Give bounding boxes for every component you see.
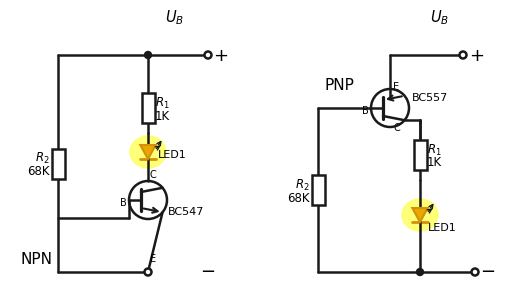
Text: C: C <box>393 123 400 133</box>
Text: 68K: 68K <box>28 165 50 178</box>
Text: NPN: NPN <box>20 252 52 267</box>
Circle shape <box>460 52 467 58</box>
Text: E: E <box>393 82 399 92</box>
Text: B: B <box>120 198 127 208</box>
Bar <box>311 175 324 205</box>
Bar <box>141 93 155 123</box>
Text: BC557: BC557 <box>412 93 448 103</box>
Circle shape <box>471 268 479 275</box>
Text: +: + <box>213 47 228 65</box>
Text: −: − <box>200 263 215 281</box>
Text: BC547: BC547 <box>168 207 205 217</box>
Text: 68K: 68K <box>287 191 310 205</box>
Text: C: C <box>150 170 157 180</box>
Text: $U_B$: $U_B$ <box>166 8 185 27</box>
Text: LED1: LED1 <box>428 223 457 233</box>
Text: 1K: 1K <box>427 157 442 169</box>
Circle shape <box>416 268 424 275</box>
Text: PNP: PNP <box>325 79 355 94</box>
Text: LED1: LED1 <box>158 150 187 160</box>
Text: $U_B$: $U_B$ <box>430 8 450 27</box>
Bar <box>413 140 427 170</box>
Text: B: B <box>362 106 369 116</box>
Text: $R_2$: $R_2$ <box>35 151 50 166</box>
Text: $R_1$: $R_1$ <box>427 142 442 158</box>
Ellipse shape <box>130 136 166 168</box>
Bar <box>51 148 64 178</box>
Text: E: E <box>150 254 156 264</box>
Text: −: − <box>480 263 495 281</box>
Circle shape <box>144 268 152 275</box>
Text: $R_1$: $R_1$ <box>155 95 170 111</box>
Polygon shape <box>412 208 428 222</box>
Text: +: + <box>469 47 484 65</box>
Polygon shape <box>140 145 156 159</box>
Circle shape <box>205 52 211 58</box>
Text: $R_2$: $R_2$ <box>296 177 310 193</box>
Ellipse shape <box>402 199 438 231</box>
Text: 1K: 1K <box>155 110 170 122</box>
Circle shape <box>144 52 152 58</box>
